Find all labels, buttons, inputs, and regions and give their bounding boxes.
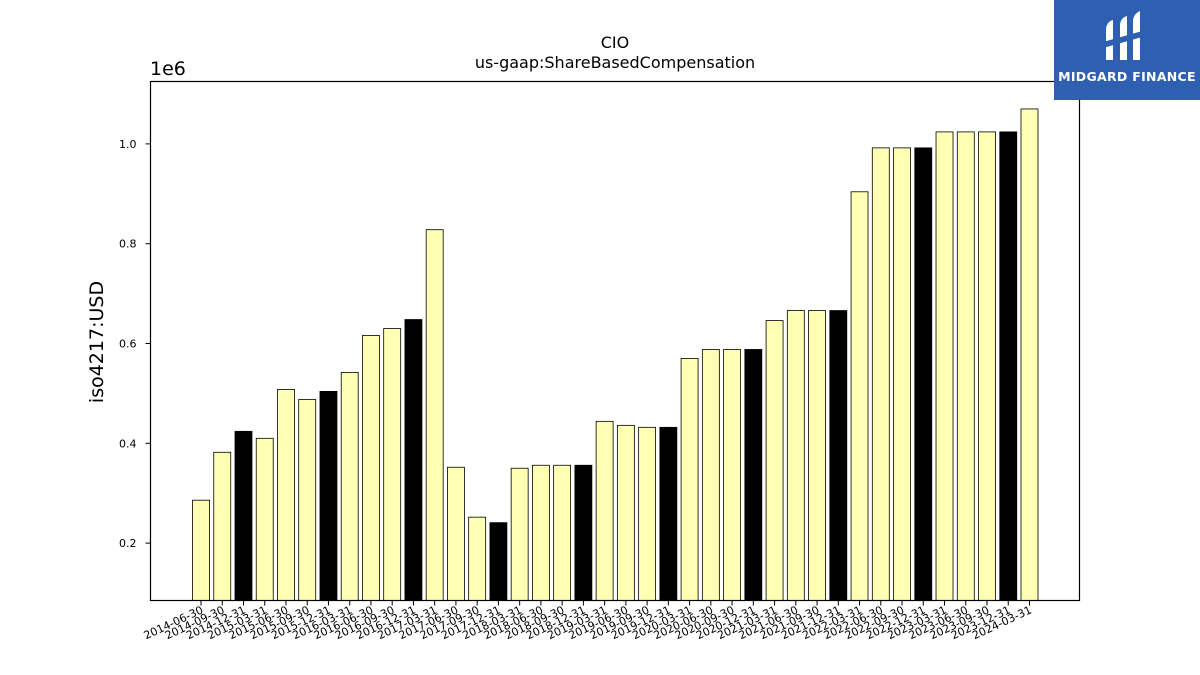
bar bbox=[298, 398, 317, 601]
bar bbox=[553, 464, 572, 601]
bar bbox=[701, 349, 720, 601]
bar bbox=[914, 147, 933, 601]
y-tick-label: 0.2 bbox=[119, 537, 137, 550]
bar bbox=[786, 310, 805, 601]
y-offset-label: 1e6 bbox=[150, 58, 186, 80]
bar bbox=[765, 320, 784, 601]
bar bbox=[1020, 108, 1039, 601]
y-tick-label: 0.6 bbox=[119, 337, 137, 350]
bar bbox=[234, 430, 253, 601]
y-tick-label: 1.0 bbox=[119, 138, 137, 151]
bar bbox=[255, 437, 274, 601]
bar bbox=[893, 147, 911, 601]
bar bbox=[340, 372, 359, 601]
x-axis: 2014-06-302014-09-302014-12-312015-03-31… bbox=[142, 600, 1034, 642]
bar bbox=[383, 328, 402, 601]
bar bbox=[510, 467, 529, 601]
bar bbox=[532, 464, 550, 601]
bar bbox=[468, 516, 487, 601]
bar bbox=[850, 191, 869, 601]
brand-name: MIDGARD FINANCE bbox=[1058, 69, 1196, 84]
bar bbox=[616, 424, 635, 601]
bar bbox=[362, 335, 380, 601]
bar bbox=[829, 310, 848, 601]
bar bbox=[319, 390, 338, 601]
bar bbox=[723, 349, 741, 601]
bar bbox=[574, 464, 593, 601]
y-axis-label: iso4217:USD bbox=[86, 281, 108, 403]
bar bbox=[808, 310, 826, 601]
brand-logo: MIDGARD FINANCE bbox=[1054, 0, 1200, 100]
bar bbox=[404, 319, 423, 601]
bar bbox=[659, 426, 678, 601]
bar bbox=[978, 131, 996, 601]
chart-title: CIO bbox=[601, 33, 629, 52]
bar bbox=[744, 349, 763, 601]
bar bbox=[638, 426, 657, 601]
bar bbox=[871, 147, 890, 601]
bars-group bbox=[192, 108, 1039, 601]
bar bbox=[680, 358, 699, 601]
y-axis: 0.2 0.4 0.6 0.8 1.0 bbox=[119, 138, 151, 550]
bar bbox=[935, 131, 954, 601]
bar bbox=[277, 389, 295, 601]
chart-subtitle: us-gaap:ShareBasedCompensation bbox=[475, 53, 755, 72]
logo-mark-icon bbox=[1103, 11, 1146, 60]
bar bbox=[192, 499, 210, 601]
bar bbox=[447, 466, 465, 601]
bar bbox=[999, 131, 1018, 601]
bar bbox=[956, 131, 975, 601]
y-tick-label: 0.8 bbox=[119, 238, 137, 251]
y-tick-label: 0.4 bbox=[119, 437, 137, 450]
bar bbox=[595, 420, 614, 601]
bar bbox=[213, 451, 232, 601]
bar bbox=[489, 522, 508, 601]
plot-frame bbox=[149, 80, 1081, 602]
bar bbox=[425, 229, 444, 601]
